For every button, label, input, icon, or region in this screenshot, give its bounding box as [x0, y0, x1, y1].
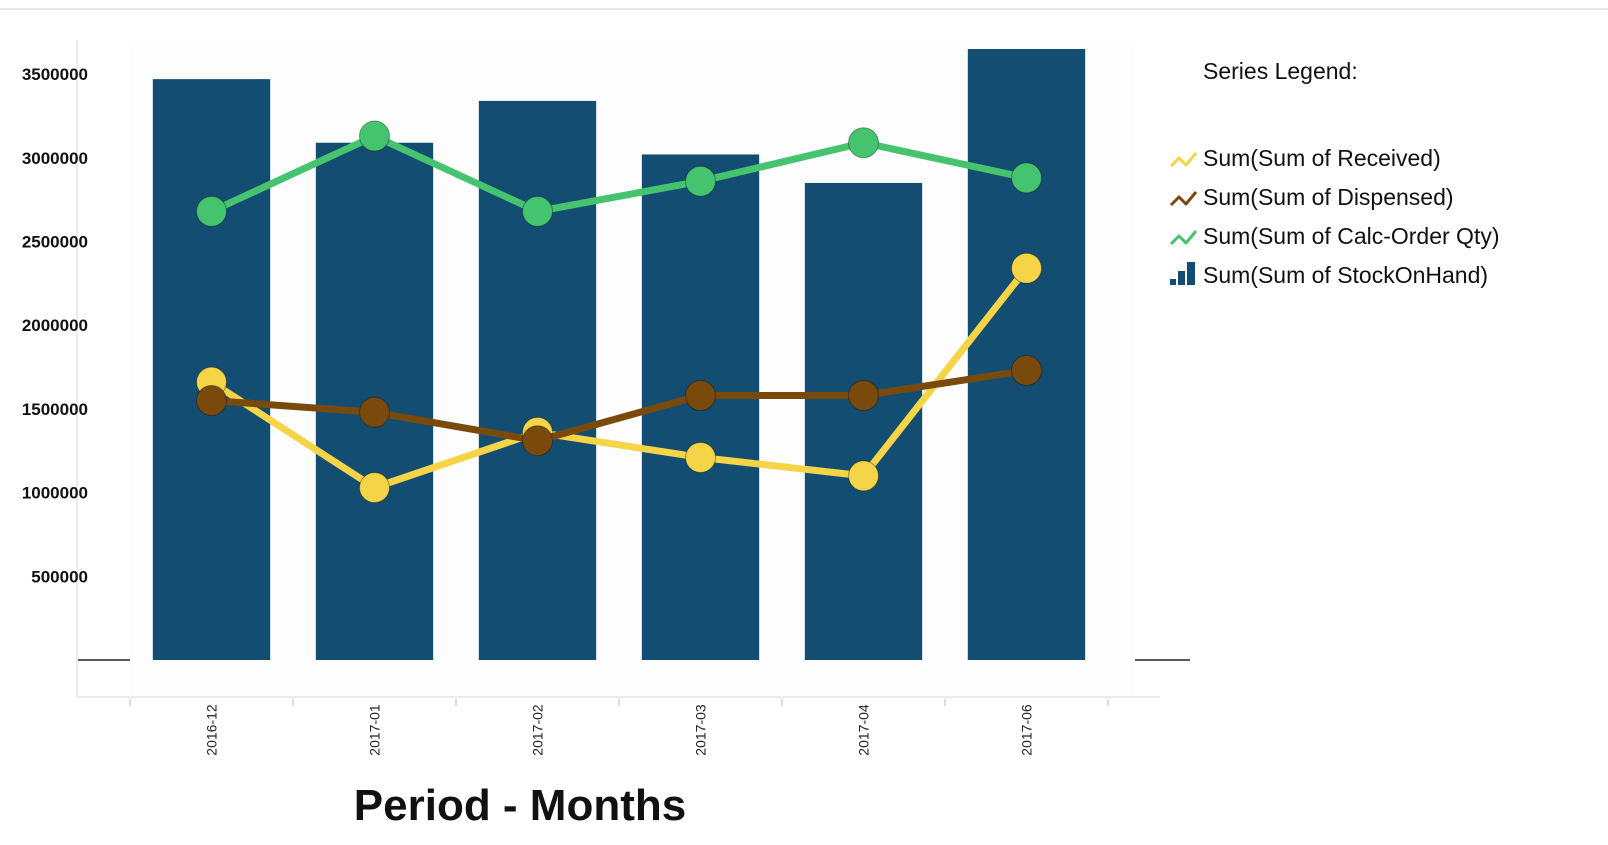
- point-dispensed: [685, 380, 716, 412]
- x-tick-label: 2016-12: [204, 704, 220, 756]
- x-tick-label: 2017-02: [530, 704, 546, 756]
- legend-label: Sum(Sum of Calc-Order Qty): [1203, 223, 1500, 249]
- plot-background: [130, 42, 1135, 697]
- bar-stockonhand: [967, 49, 1086, 660]
- line-calc-order-qty: [208, 132, 1030, 215]
- y-tick-label: 1500000: [22, 400, 88, 419]
- legend-line-icon: [1169, 191, 1198, 207]
- x-axis-title: Period - Months: [354, 781, 686, 830]
- point-calc-order-qty: [848, 127, 879, 159]
- point-calc-order-qty: [1011, 162, 1042, 194]
- point-calc-order-qty: [196, 195, 227, 227]
- point-dispensed: [1011, 354, 1042, 386]
- legend-label: Sum(Sum of StockOnHand): [1203, 262, 1488, 288]
- point-calc-order-qty: [359, 120, 390, 152]
- legend-bar-icon: [1178, 271, 1185, 285]
- legend-bar-icon: [1187, 262, 1195, 285]
- point-calc-order-qty: [685, 165, 716, 197]
- legend-line-icon: [1169, 152, 1198, 168]
- line-series: [196, 120, 1042, 504]
- x-tick-label: 2017-04: [856, 704, 872, 756]
- point-dispensed: [522, 425, 553, 457]
- y-tick-label: 1000000: [22, 484, 88, 503]
- bar-stockonhand: [478, 100, 597, 661]
- point-received: [848, 460, 879, 492]
- y-tick-label: 2000000: [22, 316, 88, 335]
- legend: Series Legend: Sum(Sum of Received)Sum(S…: [1169, 58, 1500, 288]
- legend-item: Sum(Sum of Calc-Order Qty): [1169, 223, 1500, 249]
- legend-label: Sum(Sum of Dispensed): [1203, 184, 1454, 210]
- y-axis-ticks: 500000 1000000 1500000 2000000 2500000 300000…: [22, 65, 88, 586]
- legend-item: Sum(Sum of Dispensed): [1169, 184, 1454, 210]
- x-axis-ticks: 2016-12 2017-01 2017-02 2017-03 2017-04 2017-…: [129, 699, 1109, 756]
- point-calc-order-qty: [522, 195, 553, 227]
- point-dispensed: [359, 396, 390, 428]
- y-tick-label: 500000: [31, 567, 88, 586]
- point-received: [359, 472, 390, 504]
- x-tick-label: 2017-06: [1019, 704, 1035, 756]
- legend-label: Sum(Sum of Received): [1203, 145, 1441, 171]
- point-received: [1011, 252, 1042, 284]
- legend-items: Sum(Sum of Received) Sum(Sum of Dispensed…: [1169, 145, 1500, 288]
- y-tick-label: 2500000: [22, 233, 88, 252]
- y-tick-label: 3000000: [22, 149, 88, 168]
- point-dispensed: [196, 385, 227, 417]
- legend-item: Sum(Sum of StockOnHand): [1170, 262, 1488, 288]
- legend-line-icon: [1169, 230, 1198, 246]
- point-received: [685, 441, 716, 473]
- x-tick-label: 2017-01: [367, 704, 383, 756]
- y-tick-label: 3500000: [22, 65, 88, 84]
- legend-item: Sum(Sum of Received): [1169, 145, 1441, 171]
- point-dispensed: [848, 380, 879, 412]
- legend-bar-icon: [1170, 279, 1176, 285]
- x-tick-label: 2017-03: [693, 704, 709, 756]
- line-dispensed: [208, 366, 1030, 445]
- legend-title: Series Legend:: [1203, 58, 1358, 84]
- line-received: [208, 264, 1030, 492]
